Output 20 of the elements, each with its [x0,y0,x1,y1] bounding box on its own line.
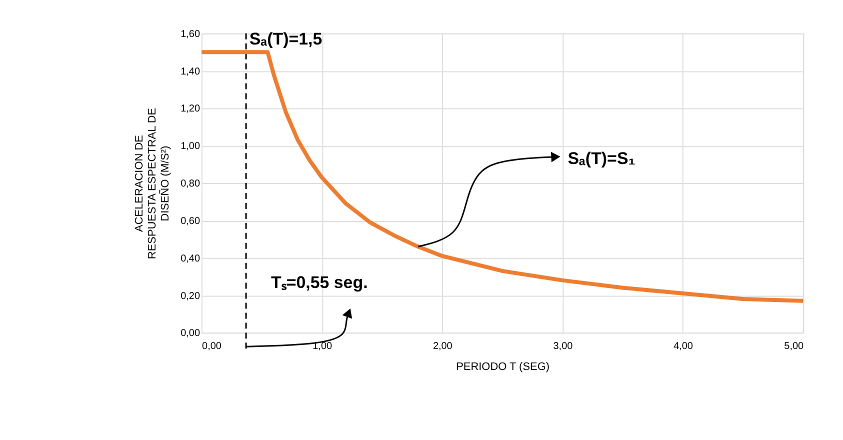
annotation: Tₛ=0,55 seg. [270,272,368,292]
y-tick-label: 0,80 [180,178,200,190]
x-tick-label: 5,00 [784,341,804,352]
annotation: Sₐ(T)=S₁ [568,148,636,168]
y-tick-label: 0,60 [180,216,200,227]
x-tick-label: 0,00 [202,341,222,352]
x-axis-title: PERIODO T (SEG) [456,361,550,374]
x-tick-label: 2,00 [432,341,453,352]
y-tick-label: 1,20 [180,104,200,115]
annotation: Sₐ(T)=1,5 [249,29,322,48]
x-tick-label: 3,00 [553,341,574,352]
y-tick-label: 0,20 [180,290,200,302]
y-axis-title: ACELERACION DE RESPUESTA ESPECTRAL DE DISEÑO (M/S²) [134,108,172,260]
y-tick-label: 0,40 [180,253,200,264]
y-tick-label: 1,00 [180,141,200,152]
line-series [200,50,806,303]
y-tick-label: 1,60 [180,28,200,40]
y-tick-label: 0,00 [180,328,200,340]
y-tick-label: 1,40 [180,66,200,78]
x-tick-label: 4,00 [674,341,694,352]
